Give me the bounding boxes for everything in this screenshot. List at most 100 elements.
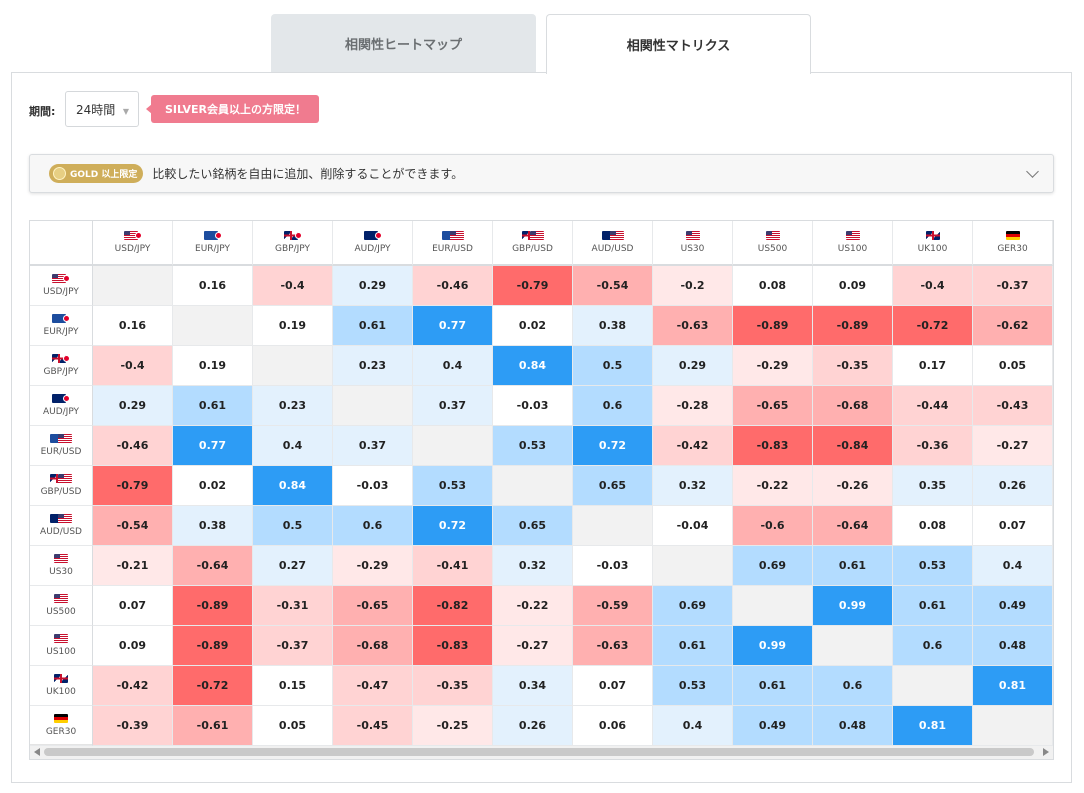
matrix-cell: 0.69: [733, 546, 813, 586]
matrix-cell: 0.38: [173, 506, 253, 546]
matrix-cell: 0.5: [253, 506, 333, 546]
tab-correlation-matrix[interactable]: 相関性マトリクス: [546, 14, 811, 74]
matrix-cell: 0.84: [493, 346, 573, 386]
matrix-cell: 0.6: [893, 626, 973, 666]
matrix-cell: 0.61: [893, 586, 973, 626]
row-header-us100[interactable]: US100: [30, 626, 93, 666]
flag-us-icon: [845, 231, 860, 240]
row-header-us500[interactable]: US500: [30, 586, 93, 626]
matrix-cell: -0.54: [93, 506, 173, 546]
row-header-eur-jpy[interactable]: EUR/JPY: [30, 306, 93, 346]
matrix-cell: 0.48: [813, 706, 893, 746]
column-header-us500[interactable]: US500: [733, 221, 813, 266]
period-select[interactable]: 24時間 ▼: [65, 91, 139, 127]
column-header-gbp-jpy[interactable]: GBP/JPY: [253, 221, 333, 266]
flag-us-icon: [449, 231, 464, 240]
currency-flag-icon: [54, 634, 68, 643]
matrix-cell: 0.29: [653, 346, 733, 386]
currency-flag-icon: [52, 314, 70, 323]
row-header-ger30[interactable]: GER30: [30, 706, 93, 746]
flag-us-icon: [52, 274, 66, 283]
matrix-cell: 0.16: [93, 306, 173, 346]
matrix-cell: 0.77: [173, 426, 253, 466]
matrix-cell: -0.89: [813, 306, 893, 346]
chevron-down-icon[interactable]: [1026, 165, 1039, 178]
matrix-cell: -0.04: [653, 506, 733, 546]
matrix-cell: -0.43: [973, 386, 1053, 426]
period-label: 期間:: [29, 105, 56, 118]
scroll-right-icon[interactable]: [1043, 748, 1049, 756]
matrix-cell: -0.31: [253, 586, 333, 626]
matrix-cell: 0.4: [653, 706, 733, 746]
currency-flag-icon: [765, 231, 780, 240]
matrix-cell: 0.4: [413, 346, 493, 386]
row-header-gbp-usd[interactable]: GBP/USD: [30, 466, 93, 506]
scroll-thumb[interactable]: [44, 748, 1034, 756]
currency-flag-icon: [54, 594, 68, 603]
column-header-us100[interactable]: US100: [813, 221, 893, 266]
matrix-cell: 0.23: [253, 386, 333, 426]
matrix-cell: 0.29: [93, 386, 173, 426]
column-header-usd-jpy[interactable]: USD/JPY: [93, 221, 173, 266]
column-header-aud-jpy[interactable]: AUD/JPY: [333, 221, 413, 266]
matrix-cell: 0.61: [653, 626, 733, 666]
matrix-cell: 0.02: [493, 306, 573, 346]
currency-flag-icon: [363, 231, 382, 240]
matrix-cell: 0.05: [253, 706, 333, 746]
matrix-cell: 0.81: [893, 706, 973, 746]
scroll-left-icon[interactable]: [34, 748, 40, 756]
flag-us-icon: [123, 231, 138, 240]
matrix-cell: 0.61: [813, 546, 893, 586]
matrix-cell: -0.22: [493, 586, 573, 626]
row-header-aud-jpy[interactable]: AUD/JPY: [30, 386, 93, 426]
horizontal-scrollbar[interactable]: [30, 744, 1053, 759]
currency-flag-icon: [601, 231, 624, 240]
flag-us-icon: [54, 594, 68, 603]
column-header-uk100[interactable]: UK100: [893, 221, 973, 266]
column-header-label: UK100: [917, 244, 948, 254]
row-header-us30[interactable]: US30: [30, 546, 93, 586]
column-header-label: AUD/USD: [591, 244, 634, 254]
matrix-cell: 0.37: [413, 386, 493, 426]
column-header-gbp-usd[interactable]: GBP/USD: [493, 221, 573, 266]
column-header-eur-jpy[interactable]: EUR/JPY: [173, 221, 253, 266]
column-header-ger30[interactable]: GER30: [973, 221, 1053, 266]
matrix-cell: 0.32: [493, 546, 573, 586]
matrix-cell: 0.61: [733, 666, 813, 706]
matrix-cell: -0.89: [173, 586, 253, 626]
tab-correlation-heatmap[interactable]: 相関性ヒートマップ: [271, 14, 536, 73]
matrix-cell: 0.38: [573, 306, 653, 346]
row-header-gbp-jpy[interactable]: GBP/JPY: [30, 346, 93, 386]
matrix-cell: 0.99: [733, 626, 813, 666]
matrix-cell: 0.61: [173, 386, 253, 426]
period-select-value: 24時間: [76, 102, 116, 117]
flag-jp-icon: [63, 395, 70, 402]
matrix-cell: 0.4: [253, 426, 333, 466]
column-header-us30[interactable]: US30: [653, 221, 733, 266]
row-header-aud-usd[interactable]: AUD/USD: [30, 506, 93, 546]
column-header-label: GER30: [997, 244, 1028, 254]
column-header-eur-usd[interactable]: EUR/USD: [413, 221, 493, 266]
matrix-cell: -0.21: [93, 546, 173, 586]
flag-au-icon: [601, 231, 616, 240]
silver-members-notice: SILVER会員以上の方限定！: [145, 95, 320, 123]
matrix-cell: -0.27: [493, 626, 573, 666]
matrix-cell: 0.53: [493, 426, 573, 466]
gold-badge: GOLD 以上限定: [49, 164, 144, 183]
matrix-cell: 0.34: [493, 666, 573, 706]
gold-feature-accordion[interactable]: GOLD 以上限定 比較したい銘柄を自由に追加、削除することができます。: [29, 154, 1054, 193]
correlation-matrix: USD/JPY EUR/JPY GBP/JPY AUD/JPY EUR/USD GBP/U…: [29, 220, 1054, 760]
row-header-usd-jpy[interactable]: USD/JPY: [30, 266, 93, 306]
currency-flag-icon: [54, 674, 68, 683]
column-header-aud-usd[interactable]: AUD/USD: [573, 221, 653, 266]
flag-gb-icon: [50, 474, 64, 483]
row-header-label: GER30: [45, 727, 77, 737]
matrix-cell: 0.6: [333, 506, 413, 546]
currency-flag-icon: [54, 714, 68, 723]
row-header-eur-usd[interactable]: EUR/USD: [30, 426, 93, 466]
row-header-uk100[interactable]: UK100: [30, 666, 93, 706]
column-header-label: US500: [757, 244, 788, 254]
currency-flag-icon: [845, 231, 860, 240]
currency-flag-icon: [52, 394, 70, 403]
flag-de-icon: [54, 714, 68, 723]
